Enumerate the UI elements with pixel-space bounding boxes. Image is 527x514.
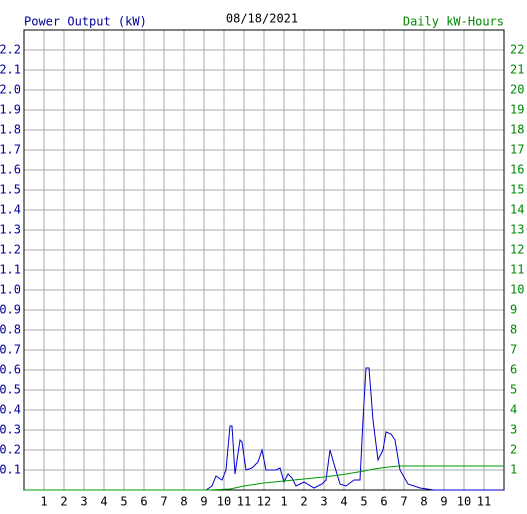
y-tick-label: 0.3	[0, 423, 21, 437]
x-tick-label: 9	[440, 495, 447, 509]
y-tick-label: 0.2	[0, 443, 21, 457]
y2-tick-label: 9	[510, 303, 517, 317]
y2-tick-label: 1	[510, 463, 517, 477]
y2-tick-label: 14	[510, 203, 524, 217]
y-tick-label: 1.4	[0, 203, 21, 217]
x-tick-label: 7	[160, 495, 167, 509]
x-tick-label: 8	[420, 495, 427, 509]
x-tick-label: 5	[120, 495, 127, 509]
x-tick-label: 5	[360, 495, 367, 509]
x-tick-label: 2	[60, 495, 67, 509]
y-tick-label: 2.2	[0, 43, 21, 57]
x-tick-label: 12	[257, 495, 271, 509]
y-tick-label: 1.2	[0, 243, 21, 257]
y2-tick-label: 21	[510, 63, 524, 77]
y-tick-label: 0.6	[0, 363, 21, 377]
y2-tick-label: 17	[510, 143, 524, 157]
y-tick-label: 0.4	[0, 403, 21, 417]
y-tick-label: 2.1	[0, 63, 21, 77]
x-tick-label: 8	[180, 495, 187, 509]
y-tick-label: 1.8	[0, 123, 21, 137]
x-tick-label: 2	[300, 495, 307, 509]
y-tick-label: 1.7	[0, 143, 21, 157]
y2-tick-label: 8	[510, 323, 517, 337]
y-tick-label: 0.9	[0, 303, 21, 317]
y2-tick-label: 16	[510, 163, 524, 177]
y-tick-label: 0.8	[0, 323, 21, 337]
y-tick-label: 0.1	[0, 463, 21, 477]
chart-title: 08/18/2021	[226, 12, 298, 26]
y2-tick-label: 2	[510, 443, 517, 457]
x-tick-label: 11	[477, 495, 491, 509]
x-tick-label: 10	[217, 495, 231, 509]
x-tick-label: 6	[380, 495, 387, 509]
y2-tick-label: 11	[510, 263, 524, 277]
y2-axis-title: Daily kW-Hours	[403, 15, 504, 29]
y2-tick-label: 15	[510, 183, 524, 197]
y2-tick-label: 10	[510, 283, 524, 297]
y-tick-label: 1.6	[0, 163, 21, 177]
x-tick-label: 11	[237, 495, 251, 509]
y2-tick-label: 3	[510, 423, 517, 437]
series-line	[24, 367, 504, 491]
y2-tick-label: 20	[510, 83, 524, 97]
y-tick-label: 1.5	[0, 183, 21, 197]
x-tick-label: 1	[40, 495, 47, 509]
x-tick-label: 6	[140, 495, 147, 509]
y-tick-label: 0.7	[0, 343, 21, 357]
x-tick-label: 4	[100, 495, 107, 509]
y2-tick-label: 13	[510, 223, 524, 237]
y2-tick-label: 22	[510, 43, 524, 57]
x-tick-label: 7	[400, 495, 407, 509]
y-tick-label: 1.9	[0, 103, 21, 117]
y-axis-title: Power Output (kW)	[24, 15, 147, 29]
series-line	[24, 465, 504, 491]
y-tick-label: 1.1	[0, 263, 21, 277]
x-tick-label: 3	[320, 495, 327, 509]
x-tick-label: 4	[340, 495, 347, 509]
x-tick-label: 10	[457, 495, 471, 509]
y2-tick-label: 18	[510, 123, 524, 137]
x-tick-label: 9	[200, 495, 207, 509]
y-tick-label: 0.5	[0, 383, 21, 397]
x-tick-label: 1	[280, 495, 287, 509]
y2-tick-label: 7	[510, 343, 517, 357]
y2-tick-label: 12	[510, 243, 524, 257]
y2-tick-label: 5	[510, 383, 517, 397]
y2-tick-label: 4	[510, 403, 517, 417]
plot-border	[23, 29, 505, 491]
x-tick-label: 3	[80, 495, 87, 509]
y-tick-label: 2.0	[0, 83, 21, 97]
y-tick-label: 1.0	[0, 283, 21, 297]
y2-tick-label: 6	[510, 363, 517, 377]
y2-tick-label: 19	[510, 103, 524, 117]
y-tick-label: 1.3	[0, 223, 21, 237]
